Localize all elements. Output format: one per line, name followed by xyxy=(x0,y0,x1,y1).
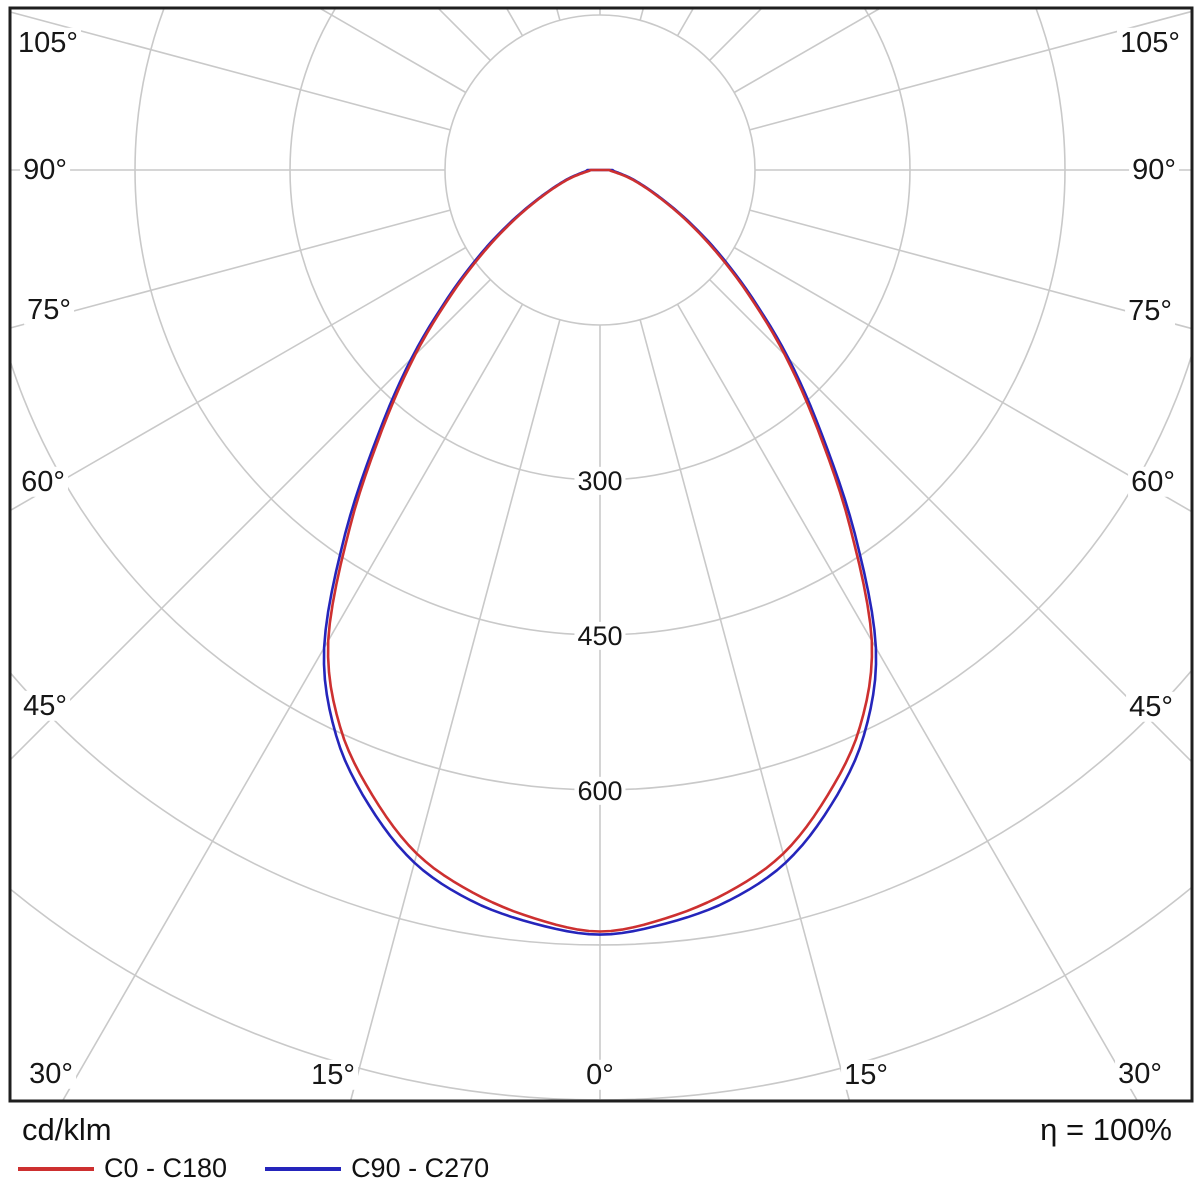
ring-value-label: 600 xyxy=(574,776,626,805)
legend-item-c0-c180: C0 - C180 xyxy=(18,1153,227,1184)
angle-label: 15° xyxy=(308,1059,358,1090)
ring-value-label: 300 xyxy=(574,466,626,495)
angle-label: 105° xyxy=(1117,27,1183,58)
angle-label: 60° xyxy=(1128,466,1178,497)
legend-label-c90-c270: C90 - C270 xyxy=(351,1153,490,1183)
angle-label: 105° xyxy=(15,27,81,58)
angle-label: 90° xyxy=(1129,154,1179,185)
unit-label: cd/klm xyxy=(22,1112,112,1147)
angle-label: 15° xyxy=(841,1059,891,1090)
angle-label: 30° xyxy=(26,1058,76,1089)
angle-label: 90° xyxy=(20,154,70,185)
angle-label: 0° xyxy=(583,1059,617,1090)
c90-c270-line-swatch xyxy=(265,1166,342,1171)
efficiency-label: η = 100% xyxy=(1040,1112,1172,1147)
angle-label: 45° xyxy=(20,690,70,721)
ring-value-label: 450 xyxy=(574,621,626,650)
legend-label-c0-c180: C0 - C180 xyxy=(104,1153,228,1183)
angle-label: 75° xyxy=(1125,295,1175,326)
legend-item-c90-c270: C90 - C270 xyxy=(265,1153,489,1184)
c0-c180-line-swatch xyxy=(18,1166,94,1171)
angle-label: 75° xyxy=(24,294,74,325)
legend: C0 - C180 C90 - C270 xyxy=(18,1153,489,1184)
angle-label: 30° xyxy=(1115,1058,1165,1089)
angle-label: 60° xyxy=(18,466,68,497)
angle-label: 45° xyxy=(1126,691,1176,722)
